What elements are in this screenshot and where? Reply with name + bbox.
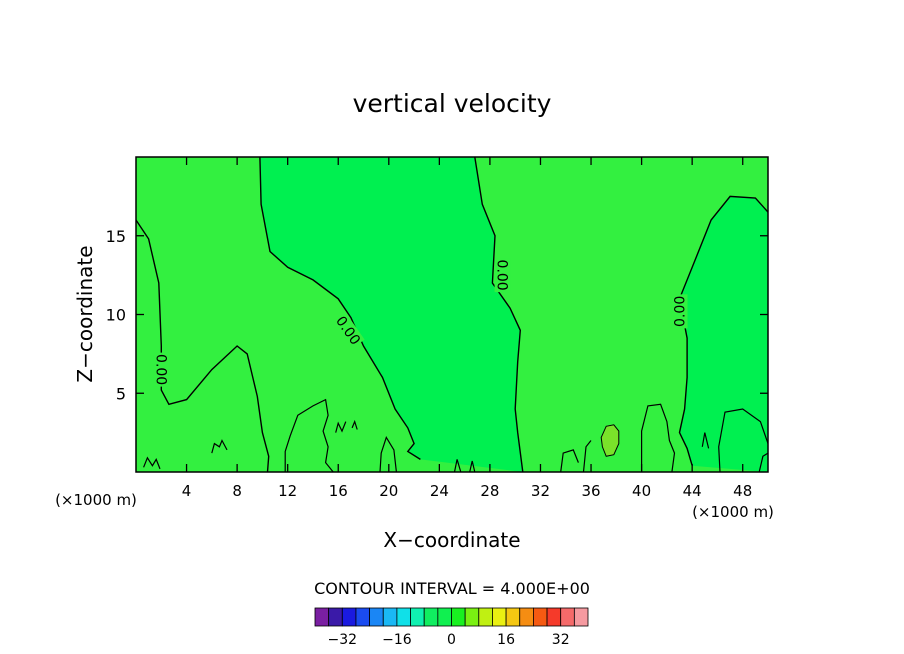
x-axis-ticks: 4 8 12 16 20 24 28 32 36 40 44 48: [182, 157, 752, 500]
zero-contour-line: [135, 219, 270, 473]
colorbar-swatch: [560, 607, 575, 627]
colorbar-swatch: [451, 607, 466, 627]
colorbar-swatch: [464, 607, 480, 627]
x-axis-label: X−coordinate: [383, 528, 520, 552]
colorbar-swatch: [369, 607, 384, 627]
colorbar: −32 −16 0 16 32: [314, 607, 589, 648]
colorbar-swatch: [492, 607, 507, 627]
x-tick-label: 32: [531, 482, 550, 500]
surface-contour: [453, 459, 462, 473]
contour-label-bg: [332, 311, 365, 349]
contour-lines: 0.000.000.000.00: [135, 156, 769, 473]
surface-contour: [701, 432, 710, 449]
x-units-label-left: (×1000 m): [55, 491, 137, 509]
x-tick-label: 16: [329, 482, 348, 500]
y-axis-label: Z−coordinate: [73, 245, 97, 382]
colorbar-swatch: [410, 607, 425, 627]
colorbar-swatch: [437, 607, 452, 627]
colorbar-tick-label: −16: [382, 632, 412, 648]
x-tick-label: 24: [430, 482, 449, 500]
y-tick-label: 5: [116, 384, 126, 403]
colorbar-tick-label: 16: [497, 632, 515, 648]
contour-label: 0.00: [152, 354, 168, 385]
colorbar-swatch: [546, 607, 562, 627]
surface-contour: [640, 403, 676, 473]
contour-interval-label: CONTOUR INTERVAL = 4.000E+00: [314, 579, 590, 598]
x-tick-label: 36: [581, 482, 600, 500]
x-tick-label: 48: [733, 482, 752, 500]
colorbar-swatch: [328, 607, 343, 627]
colorbar-swatch: [382, 607, 398, 627]
y-tick-label: 15: [106, 227, 126, 246]
colorbar-swatch: [355, 607, 371, 627]
colorbar-swatch: [341, 607, 357, 627]
colorbar-tick-label: 0: [447, 632, 456, 648]
surface-contour: [582, 440, 592, 473]
x-tick-label: 4: [182, 482, 192, 500]
x-tick-label: 28: [480, 482, 499, 500]
x-tick-label: 40: [632, 482, 651, 500]
positive-patch: [600, 424, 620, 457]
y-tick-label: 10: [106, 306, 126, 325]
negative-region: [259, 157, 523, 472]
colorbar-swatch: [519, 607, 534, 627]
x-tick-label: 20: [379, 482, 398, 500]
x-tick-label: 44: [683, 482, 702, 500]
surface-contour: [335, 421, 347, 433]
surface-contour: [143, 456, 161, 470]
y-axis-ticks: 5 10 15: [106, 227, 768, 403]
colorbar-tick-label: −32: [328, 632, 358, 648]
x-units-label-right: (×1000 m): [692, 503, 774, 521]
colorbar-swatch: [573, 607, 589, 627]
colorbar-swatch: [423, 607, 439, 627]
surface-contour: [560, 449, 579, 473]
surface-contour: [469, 460, 476, 473]
colorbar-tick-label: 32: [552, 632, 570, 648]
contour-label-bg: [494, 258, 511, 293]
contour-label-bg: [671, 294, 688, 329]
surface-contour: [718, 408, 769, 473]
colorbar-swatch: [533, 607, 548, 627]
colorbar-swatch: [314, 607, 330, 627]
colorbar-swatch: [478, 607, 493, 627]
contour-label: 0.00: [673, 296, 689, 327]
zero-contour-line: [474, 156, 524, 473]
surface-contour: [351, 419, 358, 430]
chart-title: vertical velocity: [353, 89, 552, 118]
colorbar-swatch: [505, 607, 521, 627]
contour-label: 0.00: [494, 260, 510, 291]
contour-field: [136, 157, 768, 472]
surface-contour: [211, 439, 228, 454]
colorbar-swatch: [396, 607, 411, 627]
contour-label-bg: [153, 352, 170, 387]
negative-region: [679, 157, 768, 472]
surface-contour: [758, 452, 769, 473]
x-tick-label: 12: [278, 482, 297, 500]
surface-contour: [284, 398, 334, 473]
x-tick-label: 8: [232, 482, 242, 500]
surface-contour: [379, 435, 397, 473]
